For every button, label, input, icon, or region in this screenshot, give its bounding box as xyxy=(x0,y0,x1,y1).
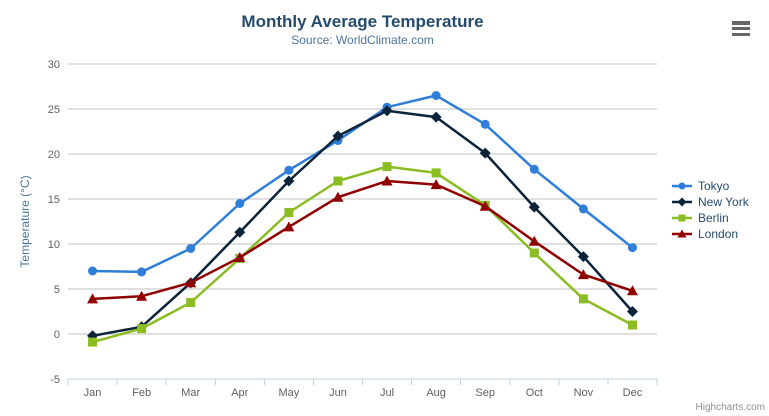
x-axis-label: Jan xyxy=(84,387,102,399)
legend-label: Berlin xyxy=(698,211,729,225)
series-london[interactable] xyxy=(87,175,638,304)
y-axis-labels: -5 0 5 10 15 20 25 30 xyxy=(48,59,60,386)
legend-item-london[interactable]: London xyxy=(671,226,749,242)
x-axis-label: Jul xyxy=(380,387,394,399)
diamond-series-icon xyxy=(672,197,692,207)
series-berlin[interactable] xyxy=(88,162,637,347)
x-axis-label: Apr xyxy=(231,387,248,399)
y-axis-label: 0 xyxy=(54,329,60,341)
context-menu-button[interactable] xyxy=(732,21,750,36)
triangle-series-icon xyxy=(672,229,692,238)
x-axis-label: Oct xyxy=(526,387,543,399)
x-axis-label: Mar xyxy=(181,387,200,399)
x-axis-label: Sep xyxy=(475,387,495,399)
x-axis-label: Jun xyxy=(329,387,347,399)
y-axis-label: 20 xyxy=(48,149,60,161)
x-axis-label: Dec xyxy=(623,387,643,399)
legend-label: London xyxy=(698,227,739,241)
circle-series-icon xyxy=(672,182,692,190)
x-axis-labels: Jan Feb Mar Apr May Jun Jul Aug Sep Oct Nov Dec xyxy=(84,387,643,399)
grid-lines xyxy=(68,63,657,335)
legend: Tokyo New York Berlin London xyxy=(671,178,749,242)
credits-link[interactable]: Highcharts.com xyxy=(695,402,765,413)
legend-item-new-york[interactable]: New York xyxy=(671,194,749,210)
y-axis-label: 5 xyxy=(54,284,60,296)
y-axis-label: 30 xyxy=(48,59,60,71)
x-axis-label: May xyxy=(278,387,299,399)
legend-item-tokyo[interactable]: Tokyo xyxy=(671,178,749,194)
y-axis-label: 25 xyxy=(48,104,60,116)
series-tokyo[interactable] xyxy=(88,91,637,277)
hamburger-icon xyxy=(732,26,750,31)
legend-label: Tokyo xyxy=(698,179,730,193)
series-new-york[interactable] xyxy=(87,105,638,342)
square-series-icon xyxy=(672,214,692,222)
legend-item-berlin[interactable]: Berlin xyxy=(671,210,749,226)
chart-title: Monthly Average Temperature xyxy=(241,12,484,31)
chart-subtitle: Source: WorldClimate.com xyxy=(291,33,434,47)
y-axis-title: Temperature (°C) xyxy=(18,175,32,267)
x-axis-label: Feb xyxy=(132,387,151,399)
hamburger-icon xyxy=(732,21,750,25)
x-axis-label: Aug xyxy=(426,387,446,399)
y-axis-label: 15 xyxy=(48,194,60,206)
x-axis xyxy=(67,378,658,385)
y-axis-label: 10 xyxy=(48,239,60,251)
x-axis-label: Nov xyxy=(574,387,594,399)
hamburger-icon xyxy=(732,32,750,36)
legend-label: New York xyxy=(698,195,749,209)
y-axis-label: -5 xyxy=(50,374,60,386)
